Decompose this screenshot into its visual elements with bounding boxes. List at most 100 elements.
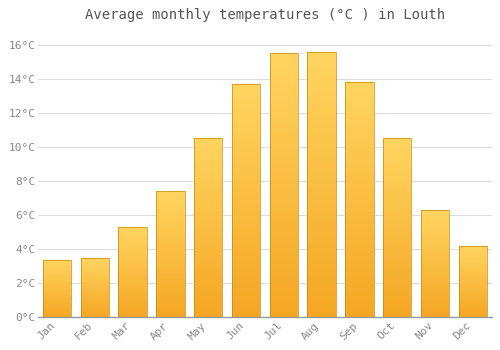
Bar <box>270 129 298 133</box>
Bar <box>383 232 412 235</box>
Bar <box>270 225 298 228</box>
Bar <box>156 273 184 275</box>
Bar <box>383 150 412 152</box>
Bar <box>308 215 336 218</box>
Bar <box>308 175 336 178</box>
Bar <box>118 285 147 286</box>
Bar <box>232 116 260 119</box>
Bar <box>156 196 184 198</box>
Bar <box>421 309 449 311</box>
Bar <box>383 176 412 179</box>
Bar <box>383 172 412 174</box>
Bar <box>458 308 487 309</box>
Bar <box>156 229 184 231</box>
Bar <box>156 272 184 273</box>
Bar <box>156 240 184 242</box>
Bar <box>345 106 374 109</box>
Bar <box>118 292 147 293</box>
Bar <box>270 189 298 192</box>
Bar <box>156 258 184 259</box>
Bar <box>270 53 298 57</box>
Bar <box>156 251 184 253</box>
Bar <box>80 278 109 279</box>
Bar <box>118 261 147 262</box>
Bar <box>270 301 298 304</box>
Bar <box>80 259 109 260</box>
Bar <box>270 142 298 146</box>
Bar <box>270 281 298 285</box>
Bar <box>43 292 71 293</box>
Bar <box>156 248 184 250</box>
Bar <box>458 282 487 284</box>
Bar <box>43 261 71 262</box>
Bar <box>156 265 184 267</box>
Bar <box>383 192 412 195</box>
Bar <box>345 217 374 220</box>
Bar <box>118 301 147 302</box>
Bar <box>232 90 260 93</box>
Bar <box>383 290 412 293</box>
Bar <box>118 227 147 317</box>
Bar <box>383 244 412 246</box>
Bar <box>458 252 487 253</box>
Bar <box>421 288 449 289</box>
Bar <box>80 270 109 271</box>
Bar <box>80 309 109 310</box>
Bar <box>458 271 487 272</box>
Bar <box>270 179 298 182</box>
Bar <box>308 264 336 268</box>
Bar <box>421 236 449 237</box>
Bar <box>270 288 298 291</box>
Bar <box>383 250 412 253</box>
Bar <box>194 197 222 199</box>
Bar <box>383 145 412 147</box>
Bar <box>458 297 487 298</box>
Bar <box>345 288 374 291</box>
Bar <box>458 309 487 310</box>
Bar <box>270 205 298 209</box>
Bar <box>308 108 336 111</box>
Bar <box>118 267 147 268</box>
Bar <box>80 268 109 269</box>
Bar <box>308 198 336 201</box>
Bar <box>194 203 222 205</box>
Bar <box>270 126 298 129</box>
Bar <box>194 165 222 168</box>
Bar <box>270 57 298 60</box>
Bar <box>194 239 222 241</box>
Bar <box>383 241 412 244</box>
Bar <box>232 315 260 317</box>
Bar <box>421 303 449 304</box>
Bar <box>345 215 374 217</box>
Bar <box>458 313 487 314</box>
Bar <box>270 99 298 103</box>
Bar <box>232 236 260 239</box>
Bar <box>345 191 374 194</box>
Bar <box>270 122 298 126</box>
Bar <box>194 168 222 170</box>
Bar <box>383 195 412 197</box>
Bar <box>270 212 298 215</box>
Bar <box>80 263 109 264</box>
Bar <box>43 260 71 317</box>
Bar <box>383 139 412 141</box>
Bar <box>156 245 184 246</box>
Bar <box>118 294 147 295</box>
Bar <box>156 313 184 314</box>
Bar <box>118 312 147 313</box>
Bar <box>270 298 298 301</box>
Bar <box>421 219 449 221</box>
Bar <box>118 295 147 296</box>
Bar <box>308 71 336 75</box>
Bar <box>308 268 336 271</box>
Bar <box>156 212 184 214</box>
Bar <box>383 156 412 159</box>
Bar <box>421 241 449 242</box>
Bar <box>232 239 260 241</box>
Bar <box>194 246 222 248</box>
Bar <box>270 93 298 96</box>
Bar <box>308 311 336 314</box>
Bar <box>43 268 71 269</box>
Bar <box>118 237 147 238</box>
Bar <box>308 251 336 254</box>
